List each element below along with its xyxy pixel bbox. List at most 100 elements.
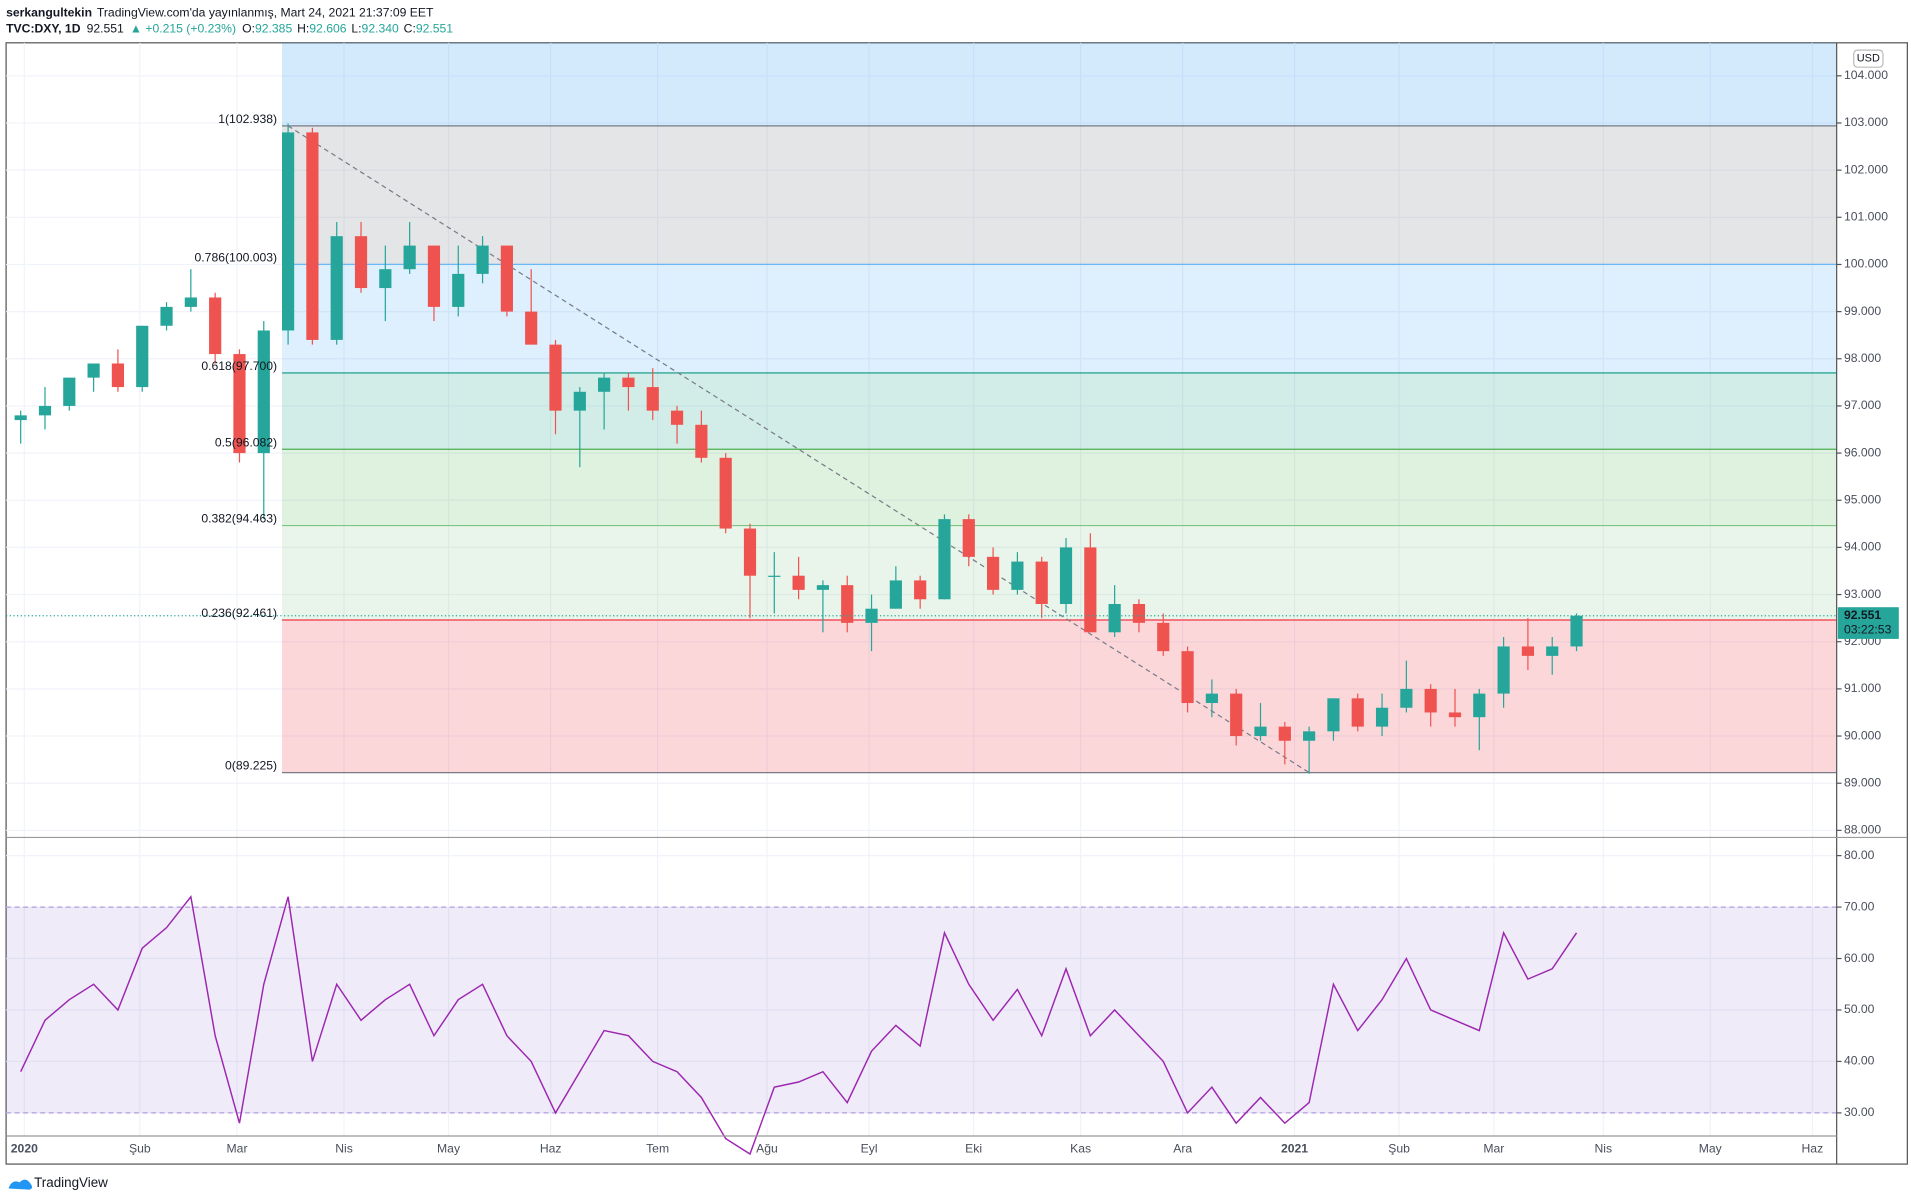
ohlc-value: 92.606 [309, 22, 346, 36]
fib-zone [281, 125, 1837, 265]
ohlc-label: H: [297, 22, 309, 36]
change: ▲ +0.215 (+0.23%) [130, 22, 236, 36]
candle-body [281, 132, 295, 331]
candle-body [1157, 622, 1170, 652]
candle-body [889, 580, 902, 609]
y-tick-label: 90.000 [1844, 728, 1881, 742]
published: TradingView.com'da yayınlanmış, Mart 24,… [97, 6, 434, 20]
candle-body [14, 415, 27, 421]
candle-body [646, 387, 659, 411]
candle-body [1424, 688, 1437, 713]
y-tick-label: 70.00 [1844, 899, 1875, 913]
fib-trend [287, 125, 1310, 774]
candle-body [354, 236, 368, 289]
header-line-2: TVC:DXY, 1D 92.551 ▲ +0.215 (+0.23%) O:92.3… [6, 22, 453, 36]
labels: 2020 Şub Mar Nis May Haz Tem Ağu Eyl Eki Kas Ara 202… [11, 68, 1899, 1156]
y-tick-label: 102.000 [1844, 162, 1888, 176]
frame [5, 42, 1908, 1165]
x-tick-label: Haz [1802, 1142, 1824, 1156]
candle-body [1035, 561, 1048, 605]
ohlc-value: 92.551 [416, 22, 453, 36]
candle-body [1497, 646, 1510, 694]
candle-body [257, 330, 270, 454]
candle-body [986, 556, 1000, 590]
y-tick-label: 30.00 [1844, 1105, 1875, 1119]
candle-body [38, 405, 52, 416]
y-tick-label: 97.000 [1844, 398, 1881, 412]
y-tick-label: 93.000 [1844, 587, 1881, 601]
y-tick-label: 80.00 [1844, 848, 1875, 862]
fib-zones [6, 42, 1837, 1114]
x-tick-label: 2021 [1281, 1142, 1308, 1156]
x-tick-label: Ara [1173, 1142, 1192, 1156]
fib-label: 1(102.938) [218, 112, 277, 126]
y-tick-label: 88.000 [1844, 823, 1881, 837]
fib-zone [281, 525, 1837, 620]
candle-body [233, 354, 246, 454]
fib-zone [281, 619, 1837, 773]
fib-zone [281, 449, 1837, 526]
y-tick-label: 104.000 [1844, 68, 1888, 82]
candle-body [1132, 604, 1146, 623]
x-tick-label: Nis [1594, 1142, 1612, 1156]
candle-body [1108, 604, 1121, 633]
candle-body [841, 585, 854, 623]
ohlc-label: L: [351, 22, 361, 36]
candle-body [87, 363, 100, 378]
price: 92.551 [87, 22, 124, 36]
candle-body [403, 245, 416, 270]
y-tick-label: 50.00 [1844, 1002, 1875, 1016]
y-tick-label: 101.000 [1844, 210, 1888, 224]
candle-body [573, 391, 586, 411]
x-tick-label: Ağu [756, 1142, 778, 1156]
y-tick-label: 103.000 [1844, 115, 1888, 129]
candle-body [1448, 712, 1462, 718]
candle-body [695, 424, 708, 458]
candle-body [160, 306, 173, 326]
candle-body [1059, 547, 1073, 605]
y-tick-label: 96.000 [1844, 445, 1881, 459]
candle-body [670, 410, 684, 425]
x-tick-label: Eyl [861, 1142, 878, 1156]
candle-body [622, 377, 635, 388]
candle-body [1278, 726, 1291, 741]
x-tick-label: Nis [335, 1142, 353, 1156]
candle-body [136, 325, 149, 388]
currency-box [1853, 49, 1884, 68]
candle-body [768, 575, 781, 577]
header-line-1: serkangultekin TradingView.com'da yayınla… [6, 6, 434, 20]
candle-body [1327, 698, 1340, 732]
last-price: 92.551 [1844, 608, 1881, 622]
marks [6, 123, 1837, 1156]
ohlc-label: O: [242, 22, 255, 36]
fib-label: 0.5(96.082) [215, 435, 277, 449]
author: serkangultekin [6, 6, 92, 20]
x-tick-label: May [1699, 1142, 1723, 1156]
candle-body [184, 297, 197, 307]
candle-body [452, 273, 465, 307]
y-tick-label: 89.000 [1844, 775, 1881, 789]
candle-body [1375, 707, 1389, 727]
candle-body [962, 519, 975, 557]
candle-body [938, 519, 951, 600]
logo [8, 1179, 33, 1190]
y-tick-label: 40.00 [1844, 1054, 1875, 1068]
fib-zone [281, 372, 1837, 450]
candle-body [1351, 698, 1364, 727]
candle-body [330, 236, 343, 340]
rsi-line [20, 895, 1578, 1156]
candle-body [816, 585, 830, 590]
y-tick-label: 100.000 [1844, 257, 1888, 271]
candle-body [111, 363, 125, 388]
candle-body [427, 245, 441, 307]
candle-body [525, 311, 538, 345]
countdown: 03:22:53 [1844, 623, 1892, 637]
y-tick-label: 98.000 [1844, 351, 1881, 365]
ohlc-label: C: [404, 22, 416, 36]
y-tick-label: 60.00 [1844, 951, 1875, 965]
fib-zone [281, 42, 1837, 126]
candle-body [719, 457, 732, 529]
fib-label: 0.618(97.700) [201, 359, 277, 373]
